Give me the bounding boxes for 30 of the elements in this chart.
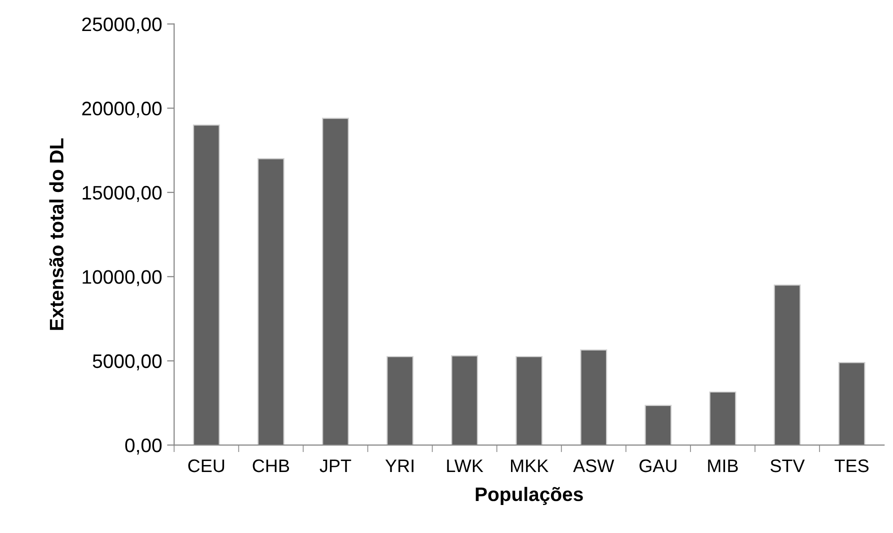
- bar: [257, 158, 284, 446]
- x-tick-label: STV: [770, 459, 805, 472]
- x-tick-label: JPT: [320, 460, 352, 472]
- y-tick-label: 0,00: [125, 438, 162, 455]
- y-tick-label: 10000,00: [82, 270, 162, 286]
- x-axis-title: Populações: [476, 486, 583, 506]
- x-tick-label: MIB: [708, 460, 738, 472]
- bar: [192, 124, 220, 446]
- bar: [644, 404, 672, 446]
- bar: [580, 349, 608, 446]
- bar: [516, 356, 543, 446]
- bar: [386, 356, 414, 446]
- bar: [709, 391, 736, 446]
- bar: [774, 284, 801, 446]
- x-tick-label: GAU: [640, 459, 676, 472]
- x-tick-label: CHB: [252, 459, 290, 472]
- x-tick-label: YRI: [385, 460, 414, 472]
- x-tick-label: LWK: [447, 460, 484, 472]
- x-tick-label: ASW: [573, 459, 614, 472]
- x-tick-label: CEU: [188, 459, 224, 472]
- y-tick-label: 20000,00: [82, 102, 162, 118]
- bar: [322, 118, 349, 446]
- y-axis-title: Extensão total do DL: [49, 138, 64, 330]
- x-tick-label: TES: [834, 459, 869, 472]
- bar: [838, 362, 866, 446]
- y-tick-label: 15000,00: [82, 186, 162, 202]
- x-tick-label: MKK: [511, 460, 548, 472]
- y-tick-label: 5000,00: [92, 354, 162, 370]
- y-tick-label: 25000,00: [82, 17, 162, 34]
- bar: [451, 355, 478, 446]
